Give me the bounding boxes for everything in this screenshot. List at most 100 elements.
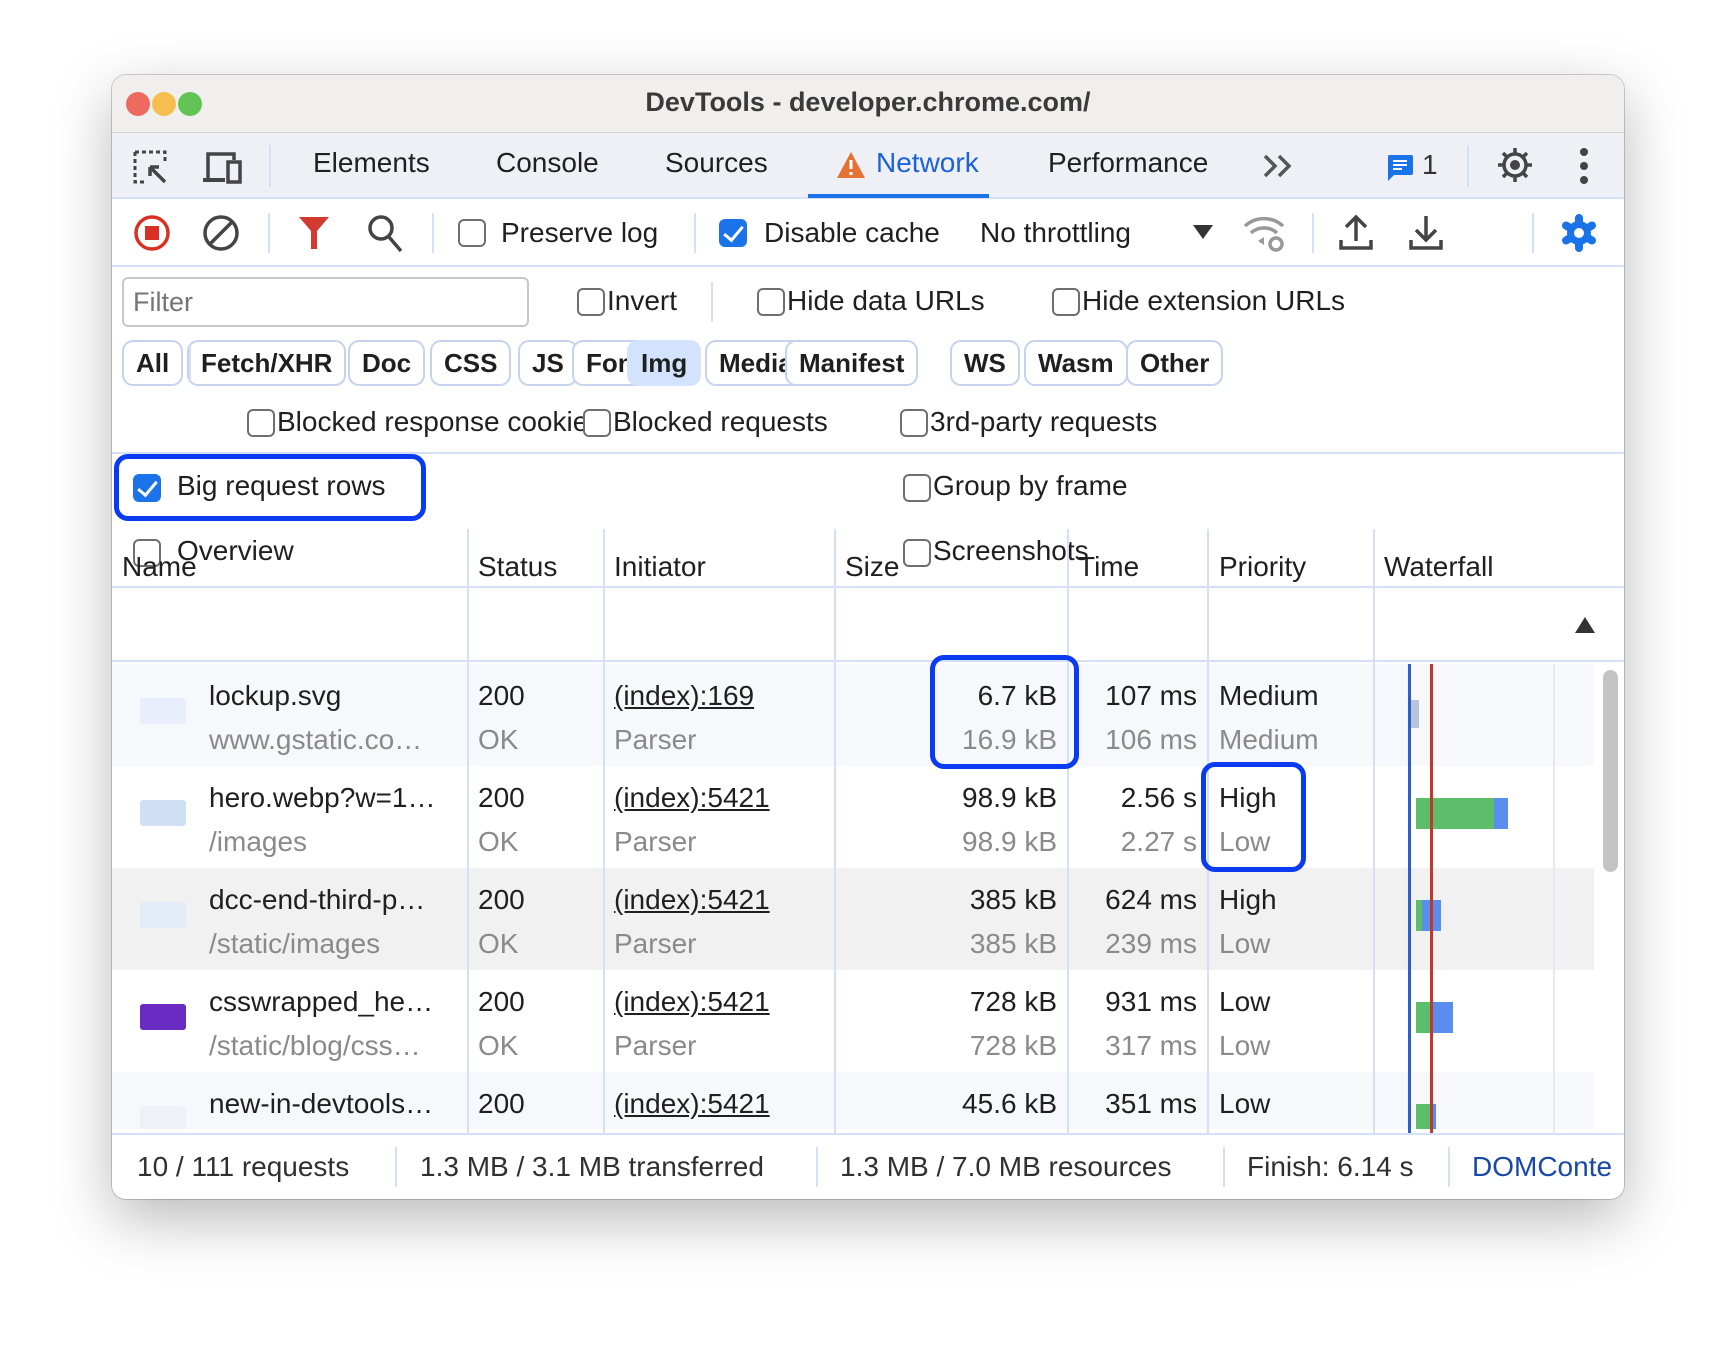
table-row[interactable]: lockup.svg www.gstatic.co… 200 OK (index):16… [112, 664, 1594, 766]
total-time: 624 ms [1105, 884, 1197, 915]
priority: High [1219, 782, 1277, 813]
column-header-status[interactable]: Status [478, 551, 558, 582]
transfer-size: 728 kB [969, 986, 1057, 1017]
highlight-priority [1201, 762, 1306, 872]
column-header-size[interactable]: Size [845, 551, 900, 582]
table-row[interactable]: hero.webp?w=1… /images 200 OK (index):5421 Pa… [112, 766, 1594, 868]
transfer-size: 45.6 kB [962, 1088, 1057, 1119]
more-options-icon[interactable] [1578, 147, 1590, 185]
table-row[interactable]: dcc-end-third-p… /static/images 200 OK (inde… [112, 868, 1594, 970]
blocked-cookies-label: Blocked response cookies [277, 406, 603, 437]
type-filter-manifest[interactable]: Manifest [785, 340, 919, 386]
request-name[interactable]: csswrapped_he… [209, 986, 434, 1017]
inspect-element-icon[interactable] [132, 149, 170, 187]
overview-checkbox[interactable] [133, 539, 161, 567]
group-by-frame-checkbox[interactable] [903, 474, 931, 502]
resources-size: 1.3 MB / 7.0 MB resources [840, 1151, 1172, 1182]
window-title: DevTools - developer.chrome.com/ [645, 87, 1091, 117]
initial-priority: Low [1219, 1030, 1271, 1061]
filter-input[interactable] [122, 277, 529, 327]
initiator-link[interactable]: (index):5421 [614, 884, 770, 915]
tab-network[interactable]: Network [876, 147, 979, 178]
close-window-button[interactable] [126, 92, 150, 116]
initiator-link[interactable]: (index):5421 [614, 1088, 770, 1119]
resource-size: 16.9 kB [962, 724, 1057, 755]
hide-data-urls-checkbox[interactable] [757, 288, 785, 316]
resource-size: 385 kB [969, 928, 1057, 959]
type-filter-other[interactable]: Other [1126, 340, 1224, 386]
active-tab-indicator [808, 194, 989, 198]
type-filter-fetchxhr[interactable]: Fetch/XHR [187, 340, 347, 386]
status-bar [112, 1133, 1624, 1199]
import-har-icon[interactable] [1338, 213, 1374, 251]
search-icon[interactable] [366, 213, 404, 253]
priority: Low [1219, 986, 1271, 1017]
screenshots-label: Screenshots [933, 535, 1089, 566]
column-header-initiator[interactable]: Initiator [614, 551, 706, 582]
request-name[interactable]: new-in-devtools… [209, 1088, 434, 1119]
request-count: 10 / 111 requests [137, 1151, 350, 1182]
table-scrollbar[interactable] [1603, 670, 1618, 872]
blocked-cookies-checkbox[interactable] [247, 409, 275, 437]
total-time: 351 ms [1105, 1088, 1197, 1119]
waterfall-bar [1494, 798, 1508, 829]
network-conditions-icon[interactable] [1242, 213, 1288, 253]
tab-sources[interactable]: Sources [665, 147, 768, 178]
thumbnail-image [140, 1106, 186, 1129]
table-row[interactable]: new-in-devtools… 200 (index):5421 45.6 kB 35… [112, 1072, 1594, 1129]
export-har-icon[interactable] [1408, 213, 1444, 251]
type-filter-wasm[interactable]: Wasm [1024, 340, 1128, 386]
third-party-checkbox[interactable] [900, 409, 928, 437]
settings-gear-icon[interactable] [1495, 145, 1535, 185]
type-filter-js[interactable]: JS [518, 340, 578, 386]
tab-console[interactable]: Console [496, 147, 599, 178]
invert-checkbox[interactable] [577, 288, 605, 316]
preserve-log-checkbox[interactable] [458, 219, 486, 247]
priority: Medium [1219, 680, 1319, 711]
stop-recording-icon[interactable] [132, 213, 172, 253]
initiator-link[interactable]: (index):169 [614, 680, 755, 711]
disable-cache-checkbox[interactable] [719, 219, 747, 247]
initiator-link[interactable]: (index):5421 [614, 986, 770, 1017]
device-toolbar-icon[interactable] [202, 149, 244, 187]
filter-icon[interactable] [298, 215, 330, 251]
network-settings-icon[interactable] [1559, 213, 1599, 253]
minimize-window-button[interactable] [152, 92, 176, 116]
blocked-requests-label: Blocked requests [613, 406, 828, 437]
type-filter-ws[interactable]: WS [950, 340, 1020, 386]
blocked-requests-checkbox[interactable] [583, 409, 611, 437]
sort-ascending-icon[interactable] [1575, 617, 1595, 633]
messages-icon[interactable] [1386, 153, 1414, 183]
column-header-time[interactable]: Time [1078, 551, 1140, 582]
column-header-waterfall[interactable]: Waterfall [1384, 551, 1494, 582]
latency-time: 2.27 s [1120, 826, 1197, 857]
hide-extension-urls-checkbox[interactable] [1052, 288, 1080, 316]
initiator-link[interactable]: (index):5421 [614, 782, 770, 813]
maximize-window-button[interactable] [178, 92, 202, 116]
request-name[interactable]: dcc-end-third-p… [209, 884, 426, 915]
big-request-rows-checkbox[interactable] [133, 474, 161, 502]
column-header-priority[interactable]: Priority [1219, 551, 1307, 582]
status-code: 200 [478, 986, 525, 1017]
type-filter-css[interactable]: CSS [430, 340, 512, 386]
throttling-value: No throttling [980, 217, 1131, 248]
transfer-size: 385 kB [969, 884, 1057, 915]
type-filter-doc[interactable]: Doc [348, 340, 426, 386]
screenshots-checkbox[interactable] [903, 539, 931, 567]
type-filter-all[interactable]: All [122, 340, 184, 386]
throttling-select[interactable]: No throttling [980, 217, 1310, 251]
request-name[interactable]: hero.webp?w=1… [209, 782, 436, 813]
more-tabs-icon[interactable] [1262, 153, 1296, 179]
messages-count[interactable]: 1 [1422, 149, 1438, 180]
resource-size: 98.9 kB [962, 826, 1057, 857]
request-name[interactable]: lockup.svg [209, 680, 342, 711]
tab-performance[interactable]: Performance [1048, 147, 1209, 178]
status-code: 200 [478, 1088, 525, 1119]
clear-icon[interactable] [201, 213, 241, 253]
tab-elements[interactable]: Elements [313, 147, 430, 178]
type-filter-img[interactable]: Img [627, 340, 702, 386]
group-by-frame-label: Group by frame [933, 470, 1128, 501]
overview-label: Overview [177, 535, 294, 566]
column-header-name[interactable]: Name [122, 551, 197, 582]
table-row[interactable]: csswrapped_he… /static/blog/css… 200 OK (ind… [112, 970, 1594, 1072]
